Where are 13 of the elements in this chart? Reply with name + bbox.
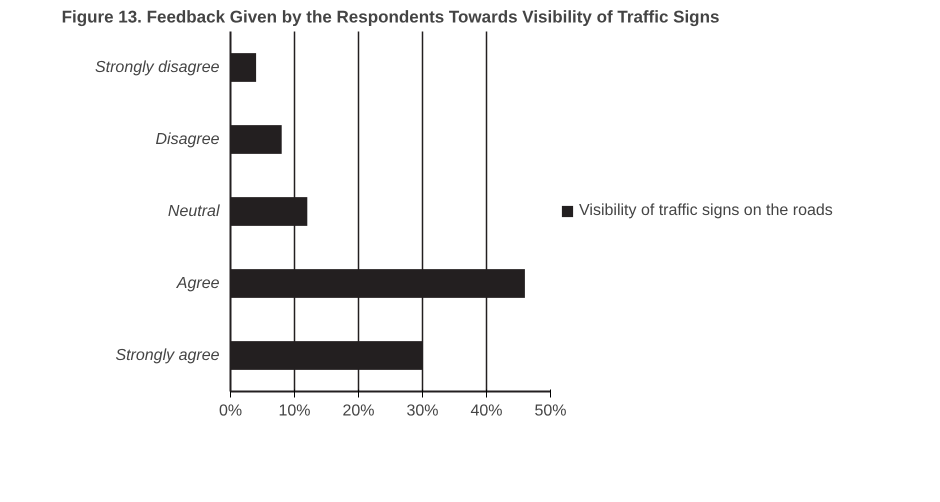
x-tick-label: 10% (278, 402, 311, 420)
x-tick-label: 50% (534, 402, 567, 420)
x-tick-label: 30% (406, 402, 439, 420)
y-tick-label: Strongly agree (115, 347, 220, 364)
y-tick-label: Strongly disagree (94, 59, 220, 76)
chart-title: Figure 13. Feedback Given by the Respondents Towards Visibility of Traffic Signs (62, 8, 720, 26)
x-tick-label: 0% (218, 402, 242, 420)
legend-label: Visibility of traffic signs on the roads (579, 202, 833, 220)
y-tick-label: Agree (176, 275, 220, 292)
y-tick-label: Neutral (168, 203, 220, 220)
x-tick-label: 20% (342, 402, 375, 420)
x-tick-label: 40% (470, 402, 503, 420)
y-tick-label: Disagree (155, 131, 220, 148)
